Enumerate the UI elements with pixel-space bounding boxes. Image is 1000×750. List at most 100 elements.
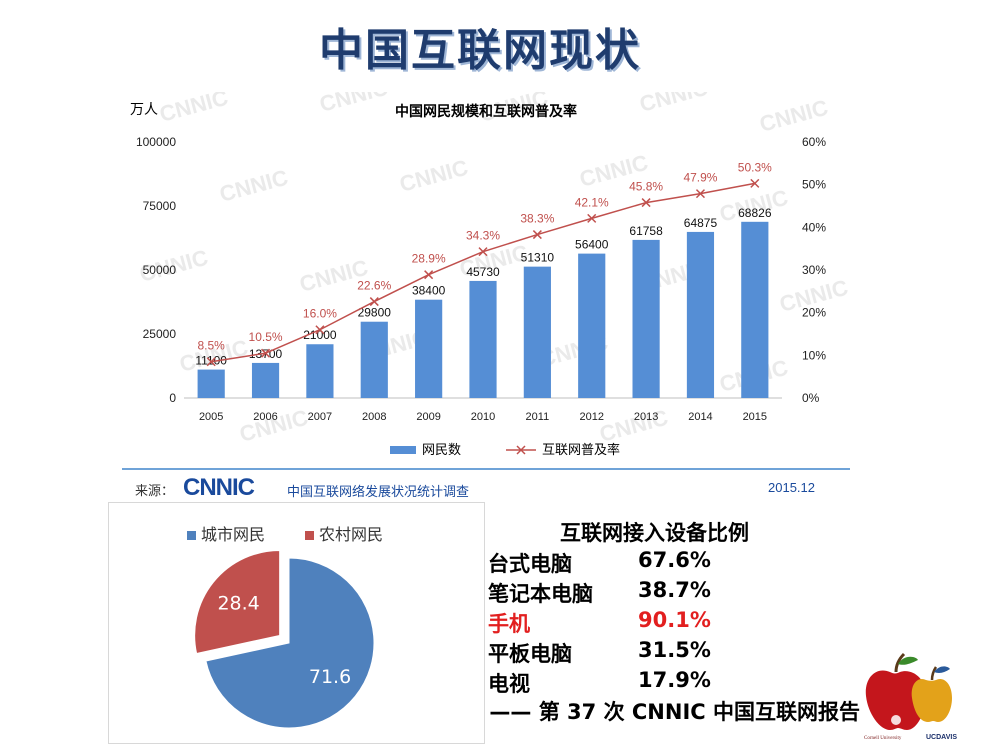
y-tick-left: 25000 [143,327,177,341]
bar [197,369,225,398]
y-tick-left: 50000 [143,263,177,277]
pie-slice [194,549,281,655]
bar [686,231,715,398]
bar-value-label: 21000 [303,328,337,342]
device-value: 17.9% [638,668,711,692]
y-tick-right: 50% [802,178,826,192]
x-tick-label: 2010 [471,411,495,423]
x-tick-label: 2011 [526,411,550,423]
pie-slice-label: 71.6 [309,666,351,688]
bar [578,253,606,398]
line-value-label: 10.5% [249,330,283,344]
line-value-label: 8.5% [198,339,226,353]
line-point-mark [261,348,271,358]
line-point-mark [641,198,651,208]
line-value-label: 38.3% [520,212,554,226]
source-text: 中国互联网络发展状况统计调查 [287,484,470,499]
watermark-text: CNNIC [217,165,291,207]
bar [251,362,280,398]
bar-value-label: 56400 [575,238,609,252]
device-name: 笔记本电脑 [488,582,593,606]
y-axis-unit: 万人 [130,102,158,118]
device-ratio-panel: 互联网接入设备比例 台式电脑 67.6% 笔记本电脑 38.7% 手机 90.1… [488,515,868,747]
watermark-text: CNNIC [637,92,711,117]
bar-chart-panel: CNNIC CNNIC CNNIC CNNIC CNNIC CNNIC CNNIC CNNIC… [122,75,851,467]
pie-legend-swatch [305,531,314,540]
line-value-label: 50.3% [738,160,772,174]
x-tick-label: 2005 [199,411,223,423]
slide-title: 中国互联网现状 [319,25,641,76]
device-name: 台式电脑 [488,552,572,576]
legend-label: 网民数 [422,443,461,458]
line-point [315,325,325,335]
x-tick-label: 2009 [416,411,440,423]
legend-swatch-bar [390,446,416,454]
y-tick-right: 10% [802,348,826,362]
line-point [206,357,216,367]
line-point-mark [478,247,488,257]
pie-chart: 城市网民 农村网民 71.6 28.4 [187,525,383,729]
pie-legend-label: 城市网民 [201,525,265,544]
line-point [750,178,760,188]
line-point [532,230,542,240]
bar [523,266,551,398]
panel-separator [122,468,850,470]
gold-apple-icon [911,666,952,722]
watermark-text: CNNIC [317,92,391,117]
x-tick-label: 2008 [362,411,386,423]
line-value-label: 45.8% [629,180,663,194]
line-value-label: 42.1% [575,195,609,209]
bar [741,221,769,398]
bar [632,239,660,398]
device-name: 手机 [488,612,530,636]
watermark-text: CNNIC [397,155,471,197]
x-tick-label: 2015 [743,411,767,423]
x-tick-label: 2006 [253,411,277,423]
university-logos: Cornell University UCDAVIS [864,652,957,741]
device-value: 31.5% [638,638,711,662]
bar-value-label: 51310 [521,251,555,265]
line-point [641,198,651,208]
device-value: 90.1% [638,608,711,632]
device-value: 38.7% [638,578,711,602]
line-point-mark [369,297,379,307]
legend-label: 互联网普及率 [542,442,620,458]
line-point [261,348,271,358]
bar-value-label: 29800 [358,306,392,320]
line-point-mark [750,178,760,188]
bar [360,321,388,398]
bar-value-label: 45730 [466,265,500,279]
device-value: 67.6% [638,548,711,572]
pie-legend-label: 农村网民 [319,525,383,544]
cnnic-logo: CNNIC [183,474,255,501]
y-tick-right: 60% [802,135,826,149]
line-value-label: 22.6% [357,279,391,293]
device-source-note: —— 第 37 次 CNNIC 中国互联网报告 [489,700,860,724]
y-tick-right: 40% [802,220,826,234]
line-point-mark [695,189,705,199]
bar [306,344,334,398]
watermark-text: CNNIC [157,92,231,127]
svg-text:Cornell University: Cornell University [864,736,902,741]
line-point-mark [532,230,542,240]
y-tick-left: 100000 [136,135,176,149]
svg-text:UCDAVIS: UCDAVIS [926,734,957,741]
chart-title: 中国网民规模和互联网普及率 [395,103,577,120]
bar-value-label: 68826 [738,206,772,220]
line-point-mark [424,270,434,280]
line-value-label: 16.0% [303,307,337,321]
line-point-mark [587,213,597,223]
red-apple-icon [865,652,926,730]
x-tick-label: 2012 [579,411,603,423]
pie-slice [205,557,375,729]
y-tick-left: 0 [169,391,176,405]
line-point [695,189,705,199]
pie-slice-label: 28.4 [217,592,259,614]
line-value-label: 47.9% [683,171,717,185]
pie-legend-swatch [187,531,196,540]
bar [415,299,443,398]
device-name: 电视 [488,672,530,696]
line-point [369,297,379,307]
x-tick-label: 2013 [634,411,658,423]
